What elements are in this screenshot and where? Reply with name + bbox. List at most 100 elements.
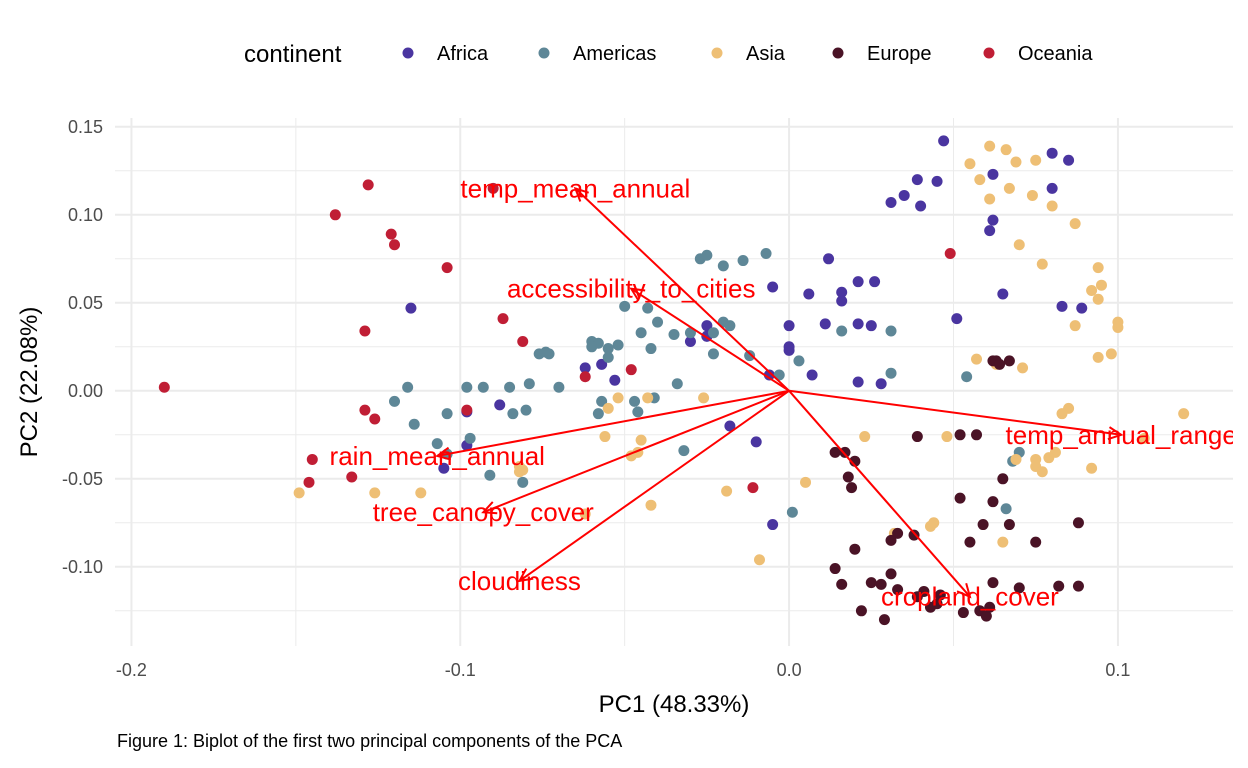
data-point-africa <box>931 175 943 187</box>
data-point-africa <box>494 399 506 411</box>
data-point-americas <box>642 302 654 314</box>
legend: continent Africa Americas Asia Europe Oceani… <box>244 41 1093 68</box>
y-tick-label: 0.00 <box>68 381 103 401</box>
data-point-africa <box>684 336 696 348</box>
y-tick-label: 0.10 <box>68 205 103 225</box>
data-point-africa <box>1046 182 1058 194</box>
data-point-oceania <box>517 336 529 348</box>
data-point-americas <box>635 327 647 339</box>
data-point-africa <box>823 253 835 265</box>
data-point-americas <box>668 328 680 340</box>
data-point-africa <box>987 214 999 226</box>
data-point-americas <box>596 395 608 407</box>
data-point-americas <box>707 348 719 360</box>
data-point-americas <box>523 378 535 390</box>
data-point-americas <box>408 418 420 430</box>
data-point-africa <box>984 225 996 237</box>
data-point-oceania <box>359 404 371 416</box>
data-point-americas <box>652 316 664 328</box>
loading-label: cloudiness <box>458 566 581 596</box>
data-point-africa <box>997 288 1009 300</box>
arrow-shaft <box>630 287 790 392</box>
data-point-asia <box>721 485 733 497</box>
data-point-asia <box>579 508 591 520</box>
arrow-shaft <box>482 389 790 514</box>
data-point-oceania <box>441 262 453 274</box>
data-point-americas <box>517 476 529 488</box>
arrow-shaft <box>788 389 1122 436</box>
data-point-asia <box>1000 144 1012 156</box>
data-point-africa <box>938 135 950 147</box>
data-point-asia <box>642 392 654 404</box>
legend-swatch <box>983 47 995 59</box>
legend-label: Africa <box>437 43 489 65</box>
data-point-europe <box>980 610 992 622</box>
data-point-americas <box>671 378 683 390</box>
data-point-europe <box>984 601 996 613</box>
arrow-shaft <box>788 390 971 598</box>
grid-lines <box>115 118 1233 646</box>
data-point-asia <box>1056 408 1068 420</box>
data-point-asia <box>1092 262 1104 274</box>
data-point-oceania <box>158 381 170 393</box>
data-point-oceania <box>346 471 358 483</box>
x-tick-label: -0.1 <box>445 660 476 680</box>
y-tick-label: 0.05 <box>68 293 103 313</box>
legend-swatch <box>832 47 844 59</box>
arrow-head <box>434 446 452 461</box>
loading-arrow-cloudiness: cloudiness <box>458 389 790 596</box>
data-point-asia <box>859 431 871 443</box>
x-axis-label: PC1 (48.33%) <box>599 691 750 718</box>
data-point-oceania <box>369 413 381 425</box>
data-point-africa <box>836 295 848 307</box>
data-point-africa <box>405 302 417 314</box>
data-point-americas <box>961 371 973 383</box>
data-point-europe <box>842 471 854 483</box>
data-point-europe <box>839 446 851 458</box>
data-point-americas <box>629 395 641 407</box>
loading-label: temp_mean_annual <box>460 173 690 203</box>
data-point-asia <box>293 487 305 499</box>
data-point-asia <box>517 464 529 476</box>
x-axis-ticks: -0.2 -0.1 0.0 0.1 <box>116 660 1131 680</box>
data-point-africa <box>852 276 864 288</box>
arrow-head <box>1107 426 1124 441</box>
legend-item-oceania: Oceania <box>983 43 1093 65</box>
data-point-europe <box>1072 517 1084 529</box>
data-point-asia <box>612 392 624 404</box>
data-point-europe <box>1003 519 1015 531</box>
data-point-africa <box>750 436 762 448</box>
data-point-asia <box>1017 362 1029 374</box>
data-point-americas <box>836 325 848 337</box>
data-point-asia <box>1092 293 1104 305</box>
data-point-asia <box>753 554 765 566</box>
data-point-asia <box>1069 218 1081 230</box>
loading-arrow-temp-annual-range: temp_annual_range <box>788 389 1233 450</box>
data-point-americas <box>793 355 805 367</box>
data-point-americas <box>592 408 604 420</box>
data-point-asia <box>964 158 976 170</box>
loading-label: rain_mean_annual <box>330 441 545 471</box>
data-point-europe <box>885 568 897 580</box>
data-point-africa <box>806 369 818 381</box>
arrow-shaft <box>518 389 790 582</box>
data-point-africa <box>596 358 608 370</box>
data-point-asia <box>928 517 940 529</box>
data-point-europe <box>908 529 920 541</box>
data-point-oceania <box>303 476 315 488</box>
data-point-asia <box>984 193 996 205</box>
legend-label: Europe <box>867 43 932 65</box>
arrow-head <box>956 582 972 599</box>
data-point-americas <box>645 343 657 355</box>
data-point-asia <box>1003 182 1015 194</box>
data-point-oceania <box>306 453 318 465</box>
data-point-asia <box>1178 408 1190 420</box>
data-point-africa <box>724 420 736 432</box>
legend-label: Oceania <box>1018 43 1093 65</box>
data-point-americas <box>553 381 565 393</box>
data-point-asia <box>1043 452 1055 464</box>
y-axis-label: PC2 (22.08%) <box>16 307 43 458</box>
data-point-africa <box>819 318 831 330</box>
data-point-americas <box>477 381 489 393</box>
data-point-americas <box>760 248 772 260</box>
